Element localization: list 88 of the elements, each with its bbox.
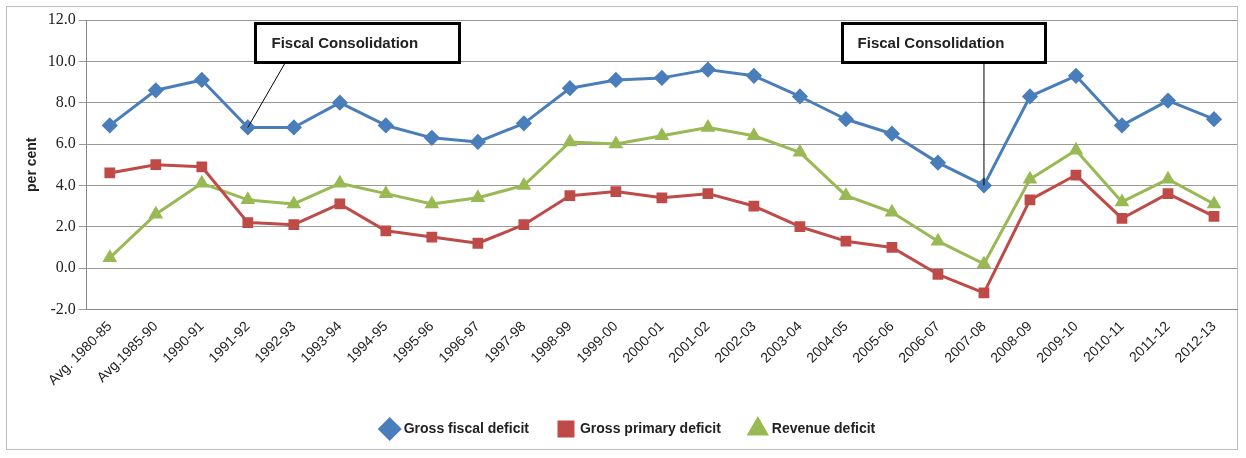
point xyxy=(425,196,439,209)
point xyxy=(748,200,760,212)
y-tick-label: 10.0 xyxy=(47,51,76,69)
point xyxy=(472,237,484,249)
point xyxy=(977,256,991,269)
point xyxy=(747,128,761,141)
point xyxy=(1207,196,1221,209)
point xyxy=(702,188,714,200)
callout-box: Fiscal Consolidation xyxy=(840,22,1048,64)
point xyxy=(793,145,807,157)
point xyxy=(1115,194,1129,207)
point xyxy=(1160,93,1176,109)
point xyxy=(240,120,256,135)
y-tick-label: 8.0 xyxy=(55,92,76,110)
point xyxy=(334,198,346,210)
point xyxy=(332,95,348,111)
point xyxy=(1022,88,1038,104)
point xyxy=(1023,172,1037,184)
point xyxy=(517,178,531,190)
y-tick-label: 0.0 xyxy=(55,258,76,276)
point xyxy=(1068,68,1084,84)
y-tick-label: 12.0 xyxy=(47,10,76,28)
y-tick-label: -2.0 xyxy=(50,299,76,317)
point xyxy=(930,155,946,171)
legend-label: Gross fiscal deficit xyxy=(403,419,530,436)
point xyxy=(1116,213,1128,224)
point xyxy=(378,117,394,133)
point xyxy=(195,176,209,188)
point xyxy=(564,190,576,202)
point xyxy=(886,242,898,253)
point xyxy=(932,268,944,280)
point xyxy=(978,287,990,299)
point xyxy=(1208,211,1220,222)
y-tick-label: 4.0 xyxy=(55,175,76,193)
point xyxy=(426,231,438,243)
point xyxy=(1024,194,1036,206)
point xyxy=(241,192,255,205)
point xyxy=(610,186,622,197)
callout-box: Fiscal Consolidation xyxy=(254,22,462,64)
point xyxy=(839,188,853,200)
point xyxy=(424,130,440,146)
point xyxy=(288,219,300,231)
point xyxy=(516,115,532,131)
y-axis-title: per cent xyxy=(23,137,40,192)
point xyxy=(379,186,393,198)
point xyxy=(931,234,945,246)
point xyxy=(792,88,808,104)
point xyxy=(333,176,347,188)
point xyxy=(196,161,208,173)
point xyxy=(148,82,164,98)
point xyxy=(656,192,668,204)
point xyxy=(1206,111,1222,127)
point xyxy=(884,126,900,142)
point xyxy=(103,250,117,262)
point xyxy=(1070,169,1082,181)
point xyxy=(608,72,624,88)
point xyxy=(518,219,530,231)
point xyxy=(701,120,715,132)
point xyxy=(700,62,716,78)
point xyxy=(286,120,302,135)
point xyxy=(1162,188,1174,200)
point xyxy=(150,159,162,171)
point xyxy=(1114,117,1130,133)
point xyxy=(242,217,254,228)
point xyxy=(655,128,669,141)
point xyxy=(470,134,486,150)
point xyxy=(794,221,806,233)
point xyxy=(562,80,578,96)
point xyxy=(746,68,762,84)
point xyxy=(102,117,118,133)
point xyxy=(654,70,670,86)
point xyxy=(1161,172,1175,184)
point xyxy=(471,190,485,203)
point xyxy=(1069,143,1083,155)
point xyxy=(885,205,899,217)
point xyxy=(287,196,301,209)
legend-label: Gross primary deficit xyxy=(579,419,722,436)
point xyxy=(194,72,210,88)
point xyxy=(563,134,577,147)
point xyxy=(840,235,852,247)
y-tick-label: 6.0 xyxy=(55,134,76,152)
point xyxy=(838,111,854,127)
point xyxy=(609,137,623,149)
point xyxy=(380,225,392,237)
point xyxy=(149,207,163,219)
y-tick-label: 2.0 xyxy=(55,216,76,234)
point xyxy=(104,167,116,179)
legend-label: Revenue deficit xyxy=(771,419,876,436)
